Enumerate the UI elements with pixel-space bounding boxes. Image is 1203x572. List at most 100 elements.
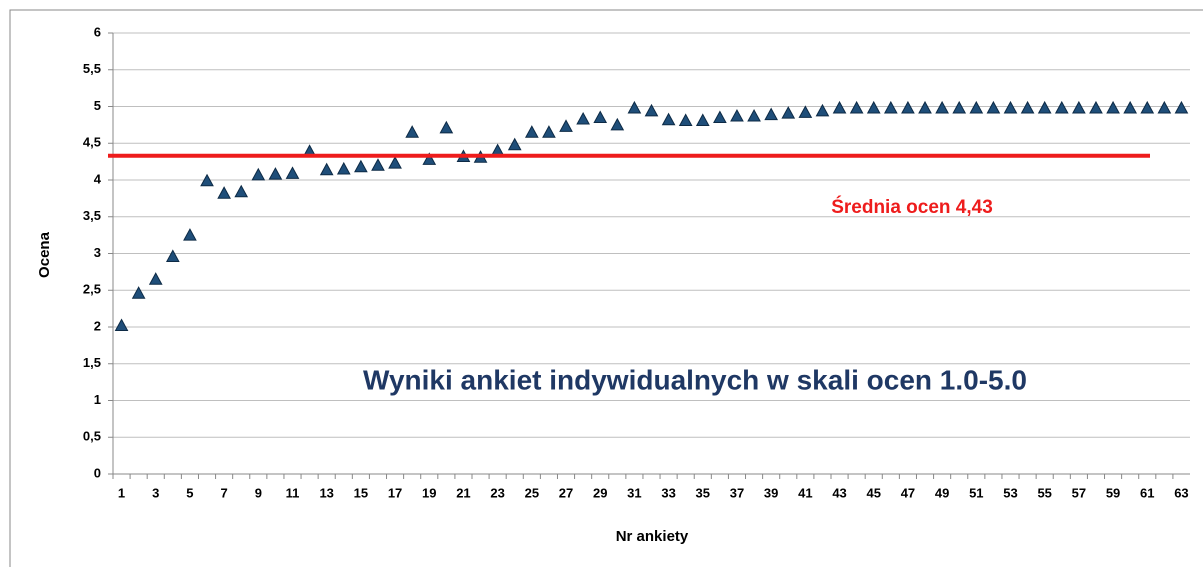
marker [1003, 100, 1018, 114]
x-tick-label: 37 [730, 485, 744, 500]
x-tick-label: 31 [627, 485, 641, 500]
marker [268, 167, 283, 180]
marker [1106, 100, 1120, 114]
y-axis-label: Ocena [36, 231, 53, 278]
marker [217, 186, 231, 199]
marker [661, 112, 676, 126]
x-tick-label: 27 [559, 485, 573, 500]
marker [610, 117, 625, 131]
marker [730, 109, 744, 122]
x-tick-label: 51 [969, 485, 983, 500]
x-tick-label: 17 [388, 485, 402, 500]
marker [114, 318, 129, 332]
marker [747, 109, 761, 122]
x-tick-label: 53 [1003, 485, 1017, 500]
marker [969, 100, 984, 114]
y-tick-label: 2,5 [83, 282, 101, 297]
marker [165, 249, 180, 262]
x-tick-label: 57 [1072, 485, 1086, 500]
x-tick-label: 19 [422, 485, 436, 500]
marker [798, 105, 813, 118]
x-tick-label: 25 [525, 485, 539, 500]
x-tick-label: 15 [354, 485, 368, 500]
marker [678, 113, 693, 126]
marker [559, 119, 573, 132]
x-tick-label: 55 [1037, 485, 1051, 500]
chart-title: Wyniki ankiet indywidualnych w skali oce… [363, 364, 1027, 395]
marker [388, 156, 402, 169]
x-tick-label: 41 [798, 485, 812, 500]
marker [148, 272, 163, 285]
marker [918, 100, 932, 114]
x-tick-label: 1 [118, 485, 125, 500]
marker [1054, 100, 1069, 114]
marker [251, 167, 266, 181]
x-tick-label: 21 [456, 485, 470, 500]
mean-label: Średnia ocen 4,43 [831, 196, 993, 218]
x-tick-label: 61 [1140, 485, 1154, 500]
x-tick-label: 39 [764, 485, 778, 500]
marker [285, 166, 300, 179]
y-tick-label: 4,5 [83, 135, 101, 150]
y-tick-label: 4 [94, 171, 102, 186]
y-tick-label: 3 [94, 245, 101, 260]
marker [542, 125, 556, 138]
marker [524, 125, 539, 138]
y-tick-label: 0,5 [83, 429, 101, 444]
marker [422, 152, 437, 165]
marker [593, 110, 608, 124]
x-tick-label: 29 [593, 485, 607, 500]
x-tick-label: 3 [152, 485, 159, 500]
y-tick-label: 5,5 [83, 61, 101, 76]
x-tick-label: 11 [286, 485, 300, 500]
x-tick-label: 47 [901, 485, 915, 500]
x-tick-label: 43 [832, 485, 846, 500]
marker [935, 100, 949, 114]
x-tick-label: 7 [221, 485, 228, 500]
marker [439, 120, 454, 134]
marker [319, 162, 334, 176]
x-tick-label: 9 [255, 485, 262, 500]
marker [849, 100, 864, 114]
marker [131, 286, 146, 299]
y-tick-label: 1,5 [83, 355, 101, 370]
marker [183, 228, 197, 241]
marker [200, 173, 214, 187]
marker [952, 100, 967, 114]
marker [764, 107, 779, 121]
x-tick-label: 33 [661, 485, 675, 500]
y-tick-label: 1 [94, 392, 101, 407]
marker [1020, 100, 1035, 114]
y-tick-label: 3,5 [83, 208, 101, 223]
y-tick-label: 5 [94, 98, 101, 113]
x-tick-label: 49 [935, 485, 949, 500]
marker [1072, 100, 1086, 114]
marker [713, 110, 727, 124]
marker [234, 184, 249, 198]
marker [695, 113, 710, 126]
marker [405, 125, 420, 138]
x-tick-label: 63 [1174, 485, 1188, 500]
marker [832, 100, 847, 114]
x-tick-label: 5 [186, 485, 193, 500]
marker [1157, 100, 1172, 114]
marker [1037, 100, 1052, 114]
marker [644, 103, 659, 117]
y-tick-label: 6 [94, 24, 101, 39]
marker [1140, 100, 1155, 114]
marker [901, 100, 915, 114]
marker [986, 100, 1001, 114]
x-tick-label: 23 [490, 485, 504, 500]
marker [627, 100, 642, 114]
marker [866, 100, 881, 114]
marker [354, 159, 368, 173]
marker [1123, 100, 1138, 114]
y-tick-label: 0 [94, 465, 101, 480]
x-tick-label: 45 [867, 485, 881, 500]
marker [507, 137, 522, 151]
x-axis-label: Nr ankiety [616, 528, 689, 545]
marker [883, 100, 898, 114]
chart-border [9, 9, 1203, 571]
marker [1089, 100, 1103, 114]
